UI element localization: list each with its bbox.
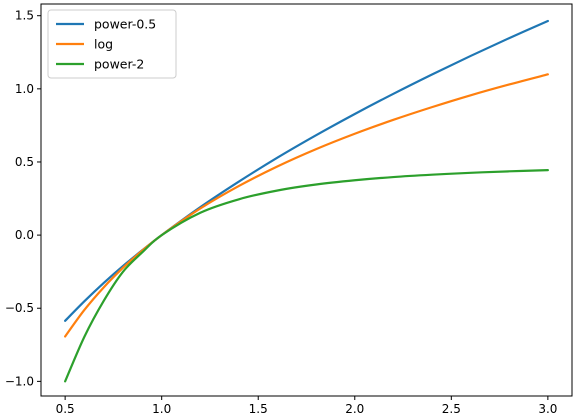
y-tick-label: 1.0 <box>15 82 34 96</box>
x-tick-label: 0.5 <box>56 402 75 416</box>
x-tick-label: 1.5 <box>249 402 268 416</box>
axes-frame <box>40 3 573 397</box>
legend-label: power-2 <box>94 57 144 72</box>
legend-label: power-0.5 <box>94 17 156 32</box>
x-tick-label: 2.0 <box>345 402 364 416</box>
x-tick-label: 2.5 <box>442 402 461 416</box>
legend-box <box>47 9 177 79</box>
series-line-power-2 <box>64 169 549 383</box>
legend: power-0.5 log power-2 <box>47 9 177 79</box>
x-tick-label: 1.0 <box>152 402 171 416</box>
series-line-power-0.5 <box>64 19 549 322</box>
y-axis: −1.0 −0.5 0.0 0.5 1.0 1.5 <box>5 9 41 388</box>
series-line-log <box>64 73 549 338</box>
series-layer <box>64 19 549 383</box>
y-tick-label: −1.0 <box>5 374 34 388</box>
y-tick-label: −0.5 <box>5 301 34 315</box>
y-tick-label: 0.5 <box>15 155 34 169</box>
x-axis: 0.5 1.0 1.5 2.0 2.5 3.0 <box>56 396 557 416</box>
y-tick-label: 1.5 <box>15 9 34 23</box>
y-tick-label: 0.0 <box>15 228 34 242</box>
x-tick-label: 3.0 <box>538 402 557 416</box>
legend-label: log <box>94 37 113 52</box>
